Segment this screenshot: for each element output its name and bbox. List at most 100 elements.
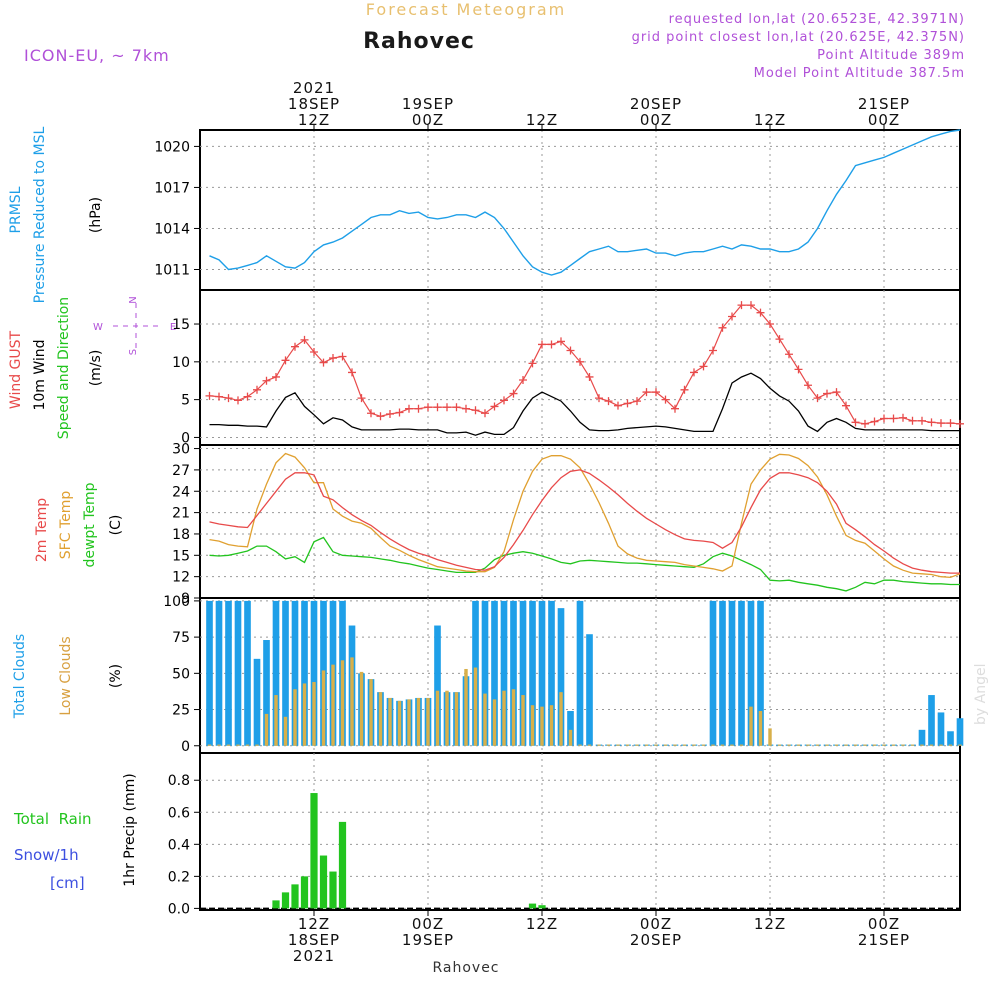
total-clouds-bar (500, 600, 508, 746)
rain-bar (319, 855, 328, 909)
y-tick-label: 1020 (154, 139, 190, 155)
top-time-label: 12Z (754, 111, 786, 129)
total-rain-label: Total Rain (13, 810, 92, 828)
gust-point-marker (310, 348, 318, 356)
precip-ylabel: 1hr Precip (mm) (122, 773, 138, 886)
y-tick-label: 0.0 (168, 901, 190, 917)
gust-point-marker (443, 403, 451, 412)
low-clouds-bar (293, 689, 297, 746)
low-clouds-bar (844, 744, 848, 746)
low-clouds-bar (255, 744, 259, 746)
low-clouds-bar (768, 728, 772, 746)
low-clouds-bar (388, 697, 392, 746)
low-clouds-bar (701, 744, 706, 746)
y-tick-label: 10 (172, 355, 190, 371)
total-clouds-bar (956, 718, 964, 746)
pressure-panel: 1011 1014 1017 1020 (154, 129, 961, 291)
low-clouds-bar (853, 744, 858, 746)
bottom-time-label: 20SEP (630, 931, 682, 949)
low-clouds-bar (578, 744, 582, 746)
gust-point-marker (918, 416, 926, 425)
gust-point-marker (946, 419, 955, 428)
gust-point-marker (433, 403, 442, 412)
low-clouds-bar (568, 729, 573, 746)
gust-point-marker (519, 375, 527, 384)
y-tick-label: 1017 (154, 180, 190, 196)
total-clouds-bar (272, 600, 280, 746)
wind-ylabels: Wind GUST 10m Wind Speed and Direction (… (8, 296, 176, 439)
gust-point-marker (642, 388, 651, 397)
low-clouds-bar (340, 660, 345, 746)
low-clouds-bar (739, 744, 744, 746)
rain-bar (300, 876, 309, 909)
rain-bar (281, 892, 290, 909)
y-tick-label: 100 (163, 594, 190, 610)
cloud-unit: (%) (108, 664, 124, 688)
gust-point-marker (538, 340, 546, 349)
low-clouds-bar (711, 744, 715, 746)
low-clouds-bar (236, 744, 240, 746)
low-clouds-bar (331, 664, 335, 746)
gust-point-marker (794, 365, 803, 374)
gust-point-marker (509, 389, 518, 398)
low-clouds-bar (606, 744, 611, 746)
rain-bar (272, 900, 280, 909)
low-clouds-bar (521, 695, 525, 746)
y-tick-label: 15 (172, 317, 190, 333)
y-tick-label: 25 (172, 703, 190, 719)
low-clouds-bar (483, 693, 487, 746)
bottom-time-label: 12Z (754, 915, 786, 933)
y-tick-label: 18 (172, 527, 190, 543)
low-clouds-bar (787, 744, 791, 746)
total-clouds-bar (709, 600, 717, 746)
temp2m-series-line (209, 469, 960, 574)
total-clouds-bar (253, 658, 261, 746)
y-tick-label: 1011 (154, 262, 190, 278)
low-clouds-bar (378, 692, 383, 746)
gust-point-marker (215, 392, 223, 401)
gust-point-marker (899, 413, 907, 422)
gust-point-marker (661, 395, 670, 404)
temp-unit: (C) (108, 515, 124, 536)
gust-point-marker (709, 346, 717, 355)
gust-point-marker (728, 312, 736, 321)
top-time-label: 12Z (298, 111, 330, 129)
pressure-series-line (209, 129, 961, 276)
low-clouds-bar (644, 744, 649, 746)
gust-point-marker (785, 350, 793, 359)
low-clouds-bar (226, 744, 231, 746)
cloud-ylabels: Total Clouds Low Clouds (%) (12, 634, 124, 719)
gust-point-marker (766, 320, 774, 329)
rain-bar (329, 871, 337, 909)
gust-point-marker (908, 416, 917, 425)
low-clouds-bar (245, 744, 250, 746)
low-clouds-bar (511, 689, 516, 746)
gust-point-marker (576, 357, 584, 366)
total-clouds-bar (548, 600, 555, 746)
gust-point-marker (395, 408, 404, 417)
pressure-label-msl: Pressure Reduced to MSL (32, 126, 48, 303)
low-clouds-bar (502, 690, 506, 746)
gust-point-marker (528, 359, 537, 368)
gust-point-marker (832, 388, 841, 397)
low-clouds-bar (720, 744, 725, 746)
y-tick-label: 0 (181, 739, 190, 755)
gust-point-marker (348, 368, 356, 377)
total-clouds-label: Total Clouds (12, 634, 28, 719)
wind-panel: 0 5 10 15 (172, 289, 964, 446)
low-clouds-bar (321, 670, 326, 746)
low-clouds-bar (540, 706, 544, 746)
low-clouds-bar (758, 710, 763, 746)
total-clouds-bar (728, 600, 736, 746)
low-clouds-bar (616, 744, 620, 746)
gust-point-marker (690, 368, 698, 377)
gust-point-marker (557, 337, 565, 346)
low-clouds-bar (207, 744, 212, 746)
low-clouds-bar (359, 671, 364, 746)
low-clouds-bar (350, 657, 354, 746)
point-altitude: Point Altitude 389m (817, 48, 965, 63)
bottom-time-label: 00Z (868, 915, 900, 933)
bottom-time-label: 2021 (293, 947, 335, 965)
y-tick-label: 30 (172, 442, 190, 458)
